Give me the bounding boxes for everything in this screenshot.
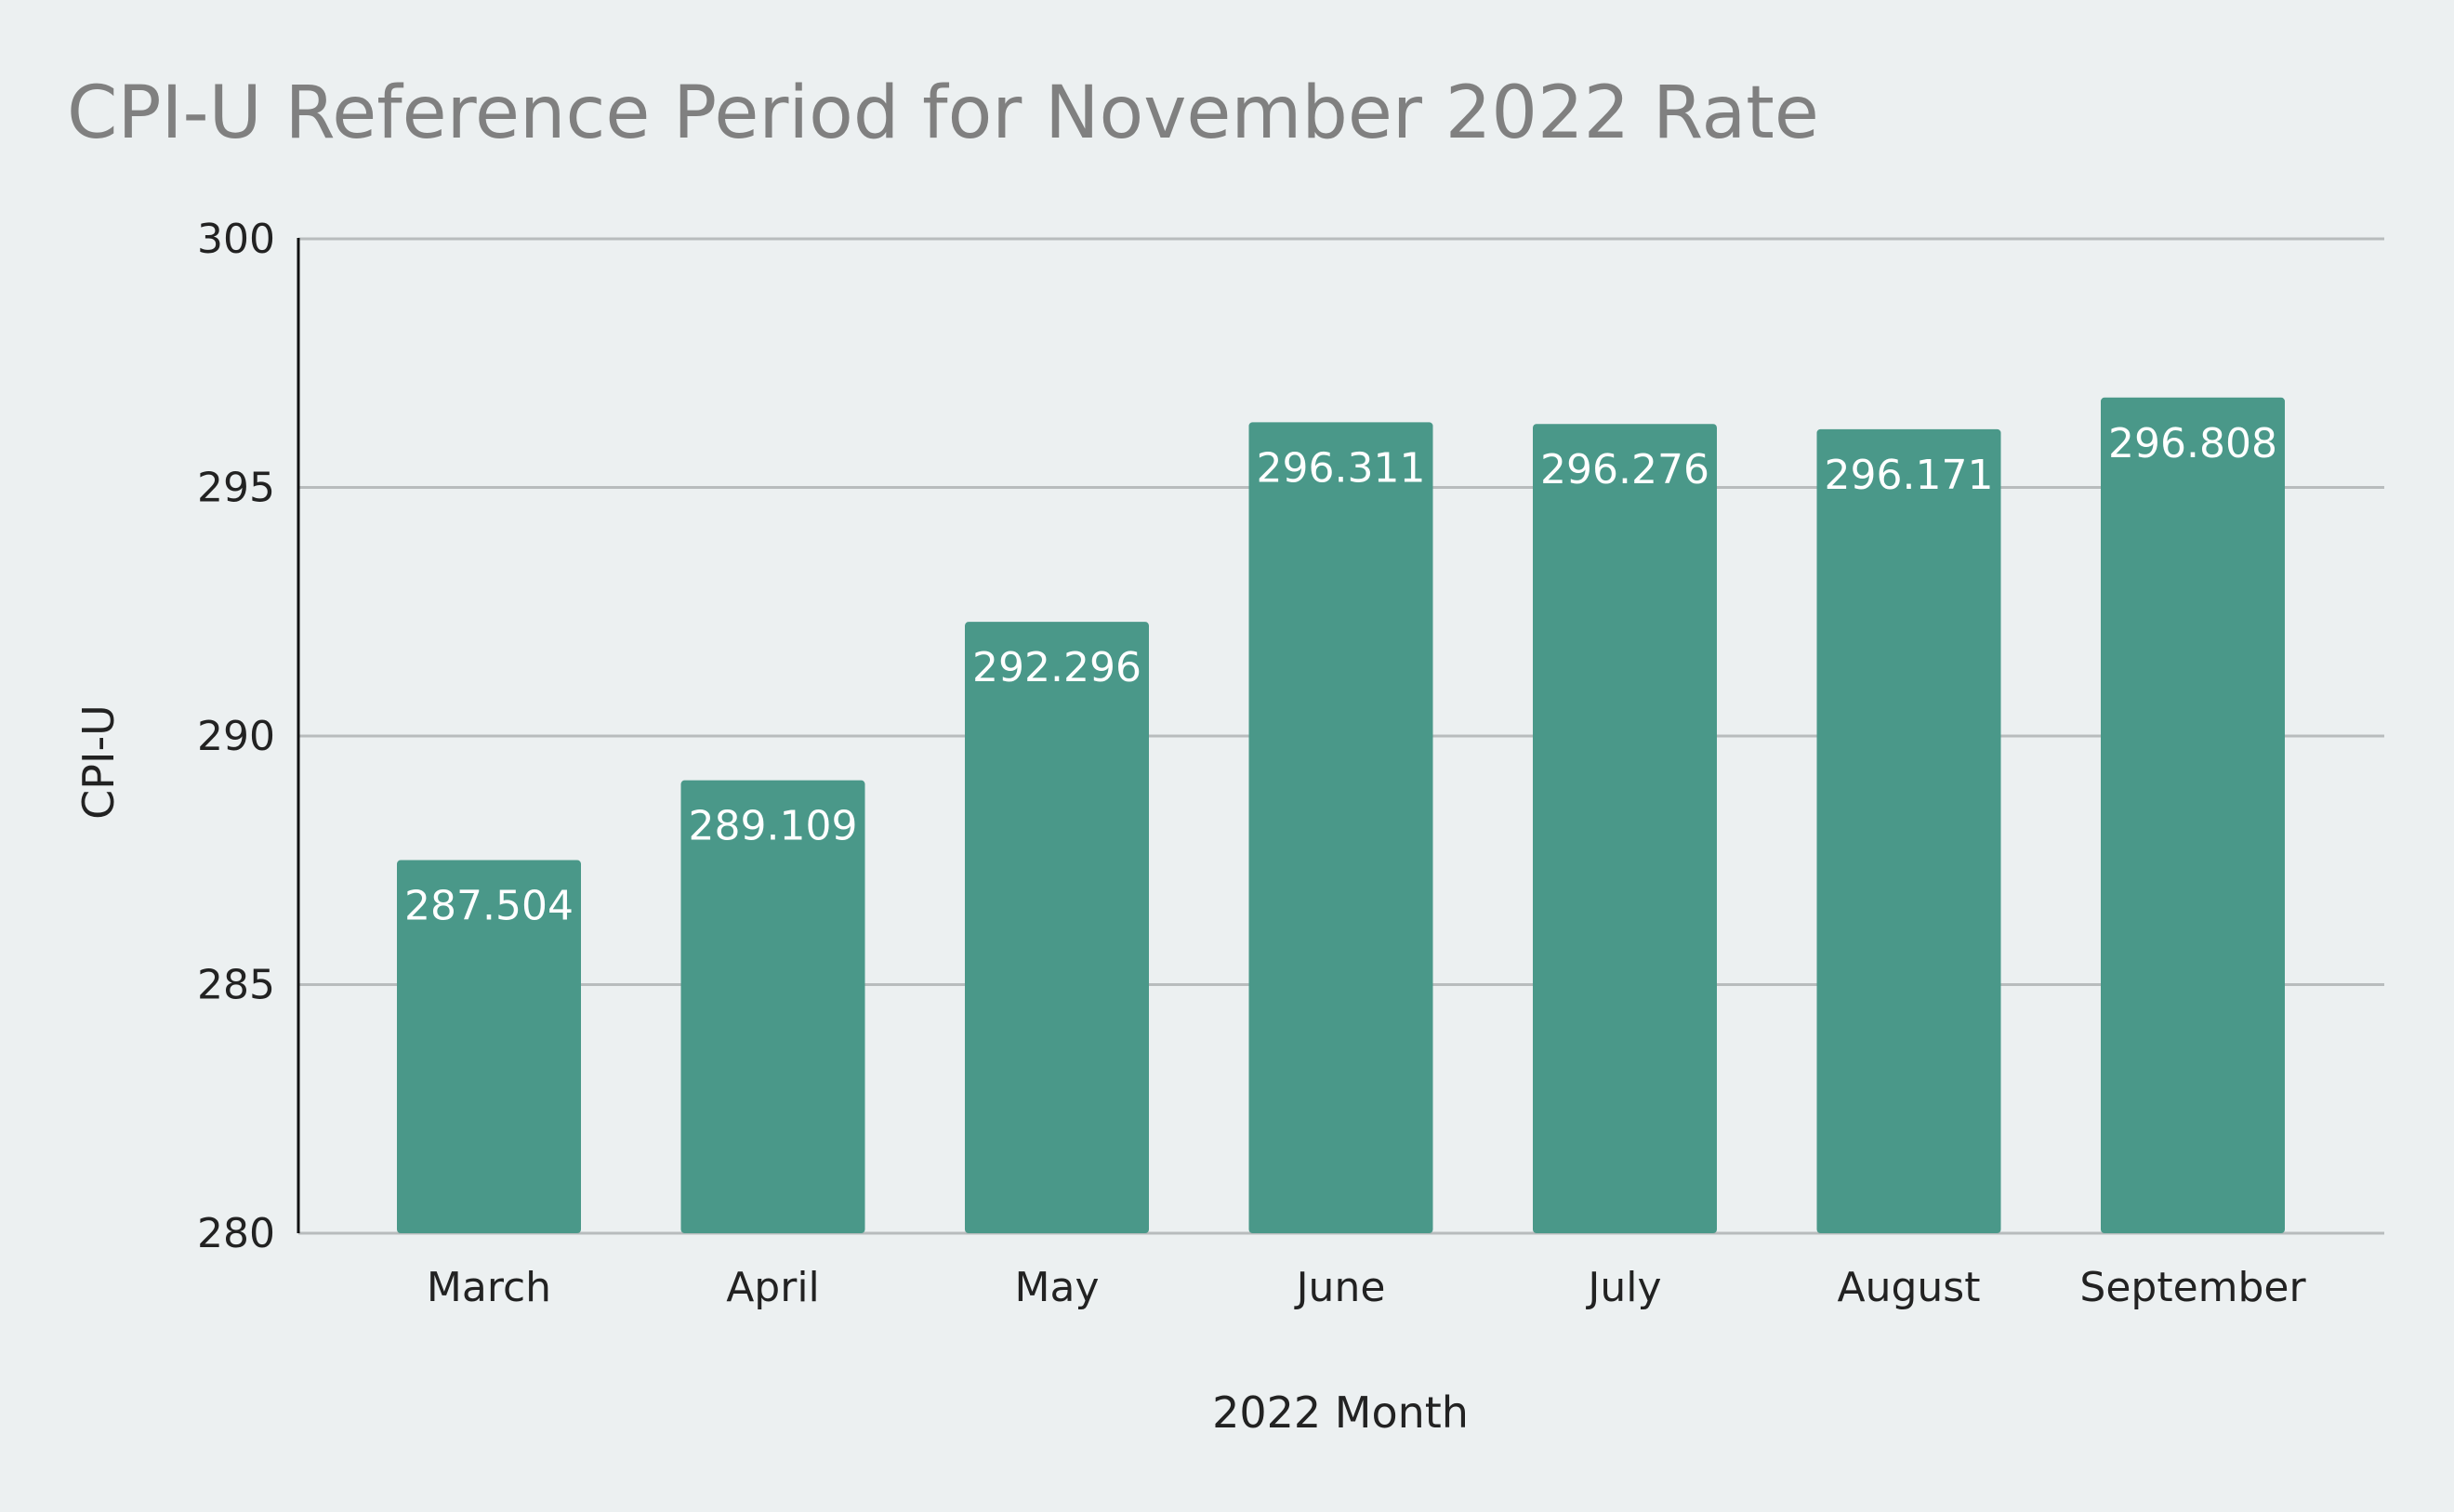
y-tick-label: 300 [197, 216, 275, 263]
x-tick-label: April [726, 1264, 820, 1311]
bar [965, 622, 1149, 1233]
x-tick-label: July [1585, 1264, 1661, 1311]
bar [1249, 422, 1433, 1233]
bar-value-label: 292.296 [972, 644, 1141, 691]
y-axis-title: CPI-U [73, 704, 124, 820]
bar-value-label: 296.311 [1257, 444, 1426, 492]
bar [2101, 398, 2285, 1233]
bar [1817, 429, 2001, 1233]
bar-value-label: 296.171 [1825, 452, 1994, 499]
chart-title: CPI-U Reference Period for November 2022… [67, 72, 1819, 155]
y-tick-label: 295 [197, 465, 275, 512]
x-tick-label: March [427, 1264, 551, 1311]
bar [1533, 424, 1717, 1233]
x-tick-label: May [1015, 1264, 1100, 1311]
bar-value-label: 296.808 [2108, 420, 2277, 467]
y-tick-label: 290 [197, 713, 275, 760]
bar-value-label: 287.504 [404, 883, 574, 930]
x-axis-title: 2022 Month [1212, 1387, 1469, 1438]
y-tick-label: 280 [197, 1210, 275, 1257]
y-tick-label: 285 [197, 962, 275, 1009]
bar-value-label: 296.276 [1540, 446, 1709, 493]
x-tick-label: September [2079, 1264, 2306, 1311]
x-tick-label: August [1838, 1264, 1981, 1311]
x-tick-label: June [1294, 1264, 1386, 1311]
bar-value-label: 289.109 [689, 803, 858, 850]
